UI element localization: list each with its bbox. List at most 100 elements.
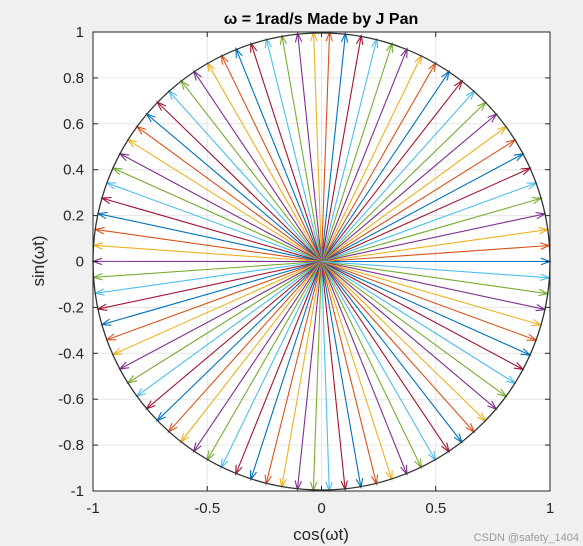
vector-arrowhead <box>249 470 257 482</box>
vector-arrow <box>320 261 393 482</box>
vector-shaft <box>193 70 322 262</box>
x-tick-label: 1 <box>546 500 554 517</box>
y-tick-label: 1 <box>76 24 84 41</box>
vector-shaft <box>321 182 537 263</box>
vector-arrowhead <box>414 458 423 470</box>
vector-shaft <box>119 153 322 262</box>
vector-shaft <box>321 260 550 279</box>
vector-shaft <box>97 213 322 263</box>
vector-arrow <box>235 261 323 476</box>
vector-arrowhead <box>294 480 303 492</box>
vector-arrowhead <box>220 53 229 65</box>
vector-shaft <box>180 80 322 262</box>
vector-shaft <box>180 261 322 443</box>
vector-shaft <box>321 261 507 398</box>
x-tick-label: -1 <box>86 500 99 517</box>
vector-shaft <box>321 153 524 262</box>
vector-shaft <box>93 260 322 278</box>
vector-shaft <box>320 43 393 262</box>
vector-shaft <box>321 101 487 262</box>
vector-arrowhead <box>356 33 364 46</box>
vector-arrow <box>220 261 322 470</box>
vector-shaft <box>101 197 322 263</box>
vector-shaft <box>321 261 524 370</box>
vector-shaft <box>206 62 322 262</box>
phasor-vectors <box>91 30 552 493</box>
vector-arrow <box>250 41 323 262</box>
vector-arrow <box>320 37 379 262</box>
vector-shaft <box>321 197 542 263</box>
vector-shaft <box>193 261 322 452</box>
vector-shaft <box>250 43 323 262</box>
vector-shaft <box>321 70 450 262</box>
vector-arrow <box>279 261 323 490</box>
vector-arrowhead <box>340 480 348 492</box>
vector-arrowhead <box>400 464 408 476</box>
vector-shaft <box>320 261 378 485</box>
vector-arrowhead <box>279 33 288 45</box>
vector-shaft <box>112 167 322 263</box>
vector-shaft <box>119 261 322 370</box>
vector-arrow <box>279 33 323 262</box>
vector-shaft <box>321 261 497 410</box>
y-tick-label: -1 <box>71 483 84 500</box>
vector-shaft <box>95 260 322 294</box>
x-tick-label: -0.5 <box>194 500 220 517</box>
vector-shaft <box>106 260 322 341</box>
vector-shaft <box>156 101 322 262</box>
vector-shaft <box>145 261 322 410</box>
vector-arrowhead <box>414 53 423 65</box>
vector-arrowhead <box>370 474 379 486</box>
vector-arrow <box>264 37 323 262</box>
vector-shaft <box>320 32 331 262</box>
vector-arrow <box>320 41 393 262</box>
vector-arrowhead <box>206 450 215 462</box>
vector-shaft <box>320 261 346 490</box>
vector-arrowhead <box>264 37 273 49</box>
vector-arrow <box>321 261 437 462</box>
y-tick-label: 0.4 <box>63 162 84 179</box>
vector-arrowhead <box>355 478 364 490</box>
vector-shaft <box>320 261 393 481</box>
vector-arrow <box>321 261 423 470</box>
y-tick-label: 0.2 <box>63 208 84 225</box>
y-tick-label: 0.6 <box>63 116 84 133</box>
vector-arrow <box>320 261 364 490</box>
vector-arrow <box>321 261 450 454</box>
vector-arrowhead <box>250 41 258 53</box>
vector-arrowhead <box>441 442 450 454</box>
vector-shaft <box>321 213 546 263</box>
vector-arrowhead <box>428 61 437 73</box>
vector-arrowhead <box>235 47 243 59</box>
vector-shaft <box>321 126 507 262</box>
vector-arrow <box>192 261 322 454</box>
vector-shaft <box>281 35 323 262</box>
vector-arrow <box>220 53 322 262</box>
vector-arrowhead <box>279 477 287 490</box>
vector-shaft <box>95 228 322 263</box>
vector-shaft <box>235 48 323 262</box>
vector-arrow <box>206 261 322 462</box>
x-axis-ticks: -1 -0.5 0 0.5 1 <box>86 32 554 517</box>
vector-arrow <box>321 53 423 262</box>
vector-shaft <box>321 260 548 295</box>
vector-arrowhead <box>192 69 202 81</box>
vector-shaft <box>146 113 322 262</box>
vector-arrowhead <box>294 31 303 43</box>
y-tick-label: -0.2 <box>58 299 84 316</box>
vector-shaft <box>97 260 322 310</box>
vector-shaft <box>206 261 322 461</box>
vector-shaft <box>127 139 322 262</box>
vector-shaft <box>265 38 323 262</box>
vector-shaft <box>321 244 550 263</box>
vector-shaft <box>321 261 422 469</box>
vector-shaft <box>235 261 323 475</box>
vector-shaft <box>321 62 437 262</box>
vector-arrowhead <box>400 47 408 59</box>
chart-title: ω = 1rad/s Made by J Pan <box>224 11 418 28</box>
vector-arrowhead <box>235 464 243 476</box>
vector-shaft <box>168 90 322 262</box>
vector-shaft <box>321 139 516 262</box>
vector-arrowhead <box>340 31 349 43</box>
